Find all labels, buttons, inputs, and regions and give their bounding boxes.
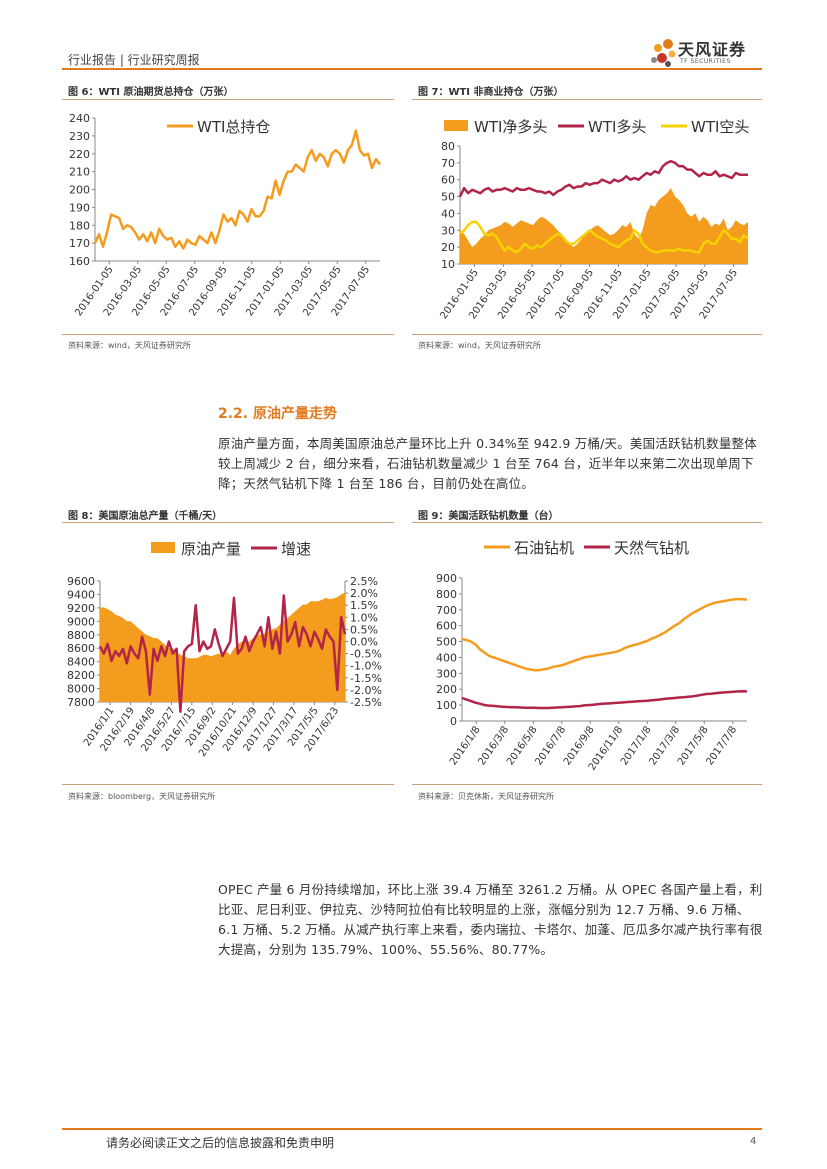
figure-6-bottom-rule: [62, 334, 394, 335]
section-title: 2.2. 原油产量走势: [218, 406, 337, 422]
y-tick-label: 230: [69, 130, 90, 143]
footer-disclaimer: 请务必阅读正文之后的信息披露和免责申明: [106, 1136, 335, 1150]
legend-swatch-0: [151, 542, 175, 553]
figure-8-chart: 7800800082008400860088009000920094009600…: [67, 540, 382, 759]
legend-label-1: WTI多头: [588, 118, 646, 136]
figure-9-rule: [412, 522, 762, 523]
figure-6-chart: 1601701801902002102202302402016-01-05201…: [69, 112, 382, 318]
legend-label-1: 天然气钻机: [614, 539, 689, 557]
y-tick-label: 8200: [67, 669, 95, 682]
y-tick-label: 190: [69, 201, 90, 214]
y-right-tick-label: 2.5%: [350, 575, 378, 588]
series-area-0: [460, 188, 748, 264]
report-header-label: 行业报告 | 行业研究周报: [68, 53, 200, 67]
y-tick-label: 9400: [67, 588, 95, 601]
y-tick-label: 170: [69, 237, 90, 250]
y-right-tick-label: -2.5%: [350, 696, 382, 709]
figure-6-rule: [62, 99, 394, 100]
figure-6-source: 资料来源：wind，天风证券研究所: [68, 341, 191, 350]
y-tick-label: 60: [441, 174, 455, 187]
series-line-0: [461, 597, 748, 672]
y-tick-label: 30: [441, 224, 455, 237]
figure-8-source: 资料来源：bloomberg，天风证券研究所: [68, 792, 216, 801]
y-tick-label: 8000: [67, 683, 95, 696]
y-right-tick-label: -2.0%: [350, 684, 382, 697]
figure-7-title: 图 7：WTI 非商业持仓（万张）: [418, 87, 564, 98]
y-right-tick-label: -1.5%: [350, 672, 382, 685]
figure-7-bottom-rule: [412, 334, 762, 335]
series-line-2: [459, 220, 749, 254]
y-tick-label: 160: [69, 255, 90, 268]
legend-label-0: 石油钻机: [514, 539, 574, 557]
y-tick-label: 8800: [67, 629, 95, 642]
y-tick-label: 100: [436, 699, 457, 712]
figure-8-bottom-rule: [62, 784, 394, 785]
y-tick-label: 210: [69, 166, 90, 179]
figure-9-chart: 01002003004005006007008009002016/1/82016…: [436, 539, 748, 773]
y-right-tick-label: 0.0%: [350, 636, 378, 649]
legend-label-2: WTI空头: [691, 118, 749, 136]
y-tick-label: 300: [436, 667, 457, 680]
legend-label-0: 原油产量: [181, 540, 241, 558]
figure-9-source: 资料来源：贝克休斯，天风证券研究所: [418, 792, 554, 801]
y-tick-label: 70: [441, 157, 455, 170]
y-tick-label: 7800: [67, 696, 95, 709]
y-tick-label: 900: [436, 572, 457, 585]
y-tick-label: 40: [441, 207, 455, 220]
y-right-tick-label: 0.5%: [350, 623, 378, 636]
y-tick-label: 80: [441, 140, 455, 153]
y-tick-label: 20: [441, 241, 455, 254]
y-right-tick-label: -1.0%: [350, 660, 382, 673]
y-right-tick-label: 2.0%: [350, 587, 378, 600]
footer-divider: [62, 1128, 762, 1130]
figure-7-rule: [412, 99, 762, 100]
y-tick-label: 8600: [67, 642, 95, 655]
y-tick-label: 8400: [67, 656, 95, 669]
figure-9-bottom-rule: [412, 784, 762, 785]
y-tick-label: 180: [69, 219, 90, 232]
y-tick-label: 9600: [67, 575, 95, 588]
logo-text-cn: 天风证券: [678, 40, 747, 59]
tf-securities-logo-icon: [651, 39, 676, 67]
y-tick-label: 500: [436, 636, 457, 649]
y-tick-label: 0: [450, 715, 457, 728]
y-tick-label: 240: [69, 112, 90, 125]
y-tick-label: 9200: [67, 602, 95, 615]
y-tick-label: 200: [69, 184, 90, 197]
y-tick-label: 700: [436, 604, 457, 617]
logo-text-en: TF SECURITIES: [680, 58, 731, 65]
y-right-tick-label: 1.0%: [350, 611, 378, 624]
legend-label-0: WTI总持仓: [197, 118, 270, 136]
page-number: 4: [750, 1136, 757, 1147]
series-line-1: [98, 594, 347, 713]
header-divider: [62, 68, 762, 70]
y-tick-label: 400: [436, 651, 457, 664]
y-tick-label: 50: [441, 191, 455, 204]
series-line-1: [458, 159, 748, 198]
series-area-0: [100, 592, 345, 702]
y-tick-label: 220: [69, 148, 90, 161]
legend-label-1: 增速: [281, 540, 311, 558]
figure-8-title: 图 8：美国原油总产量（千桶/天）: [68, 511, 223, 522]
paragraph-1: 原油产量方面，本周美国原油总产量环比上升 0.34%至 942.9 万桶/天。美…: [218, 436, 757, 491]
figure-6-title: 图 6：WTI 原油期货总持仓（万张）: [68, 87, 234, 98]
y-right-tick-label: 1.5%: [350, 599, 378, 612]
series-line-0: [93, 129, 382, 250]
legend-swatch-0: [444, 120, 468, 131]
y-tick-label: 600: [436, 620, 457, 633]
figure-9-title: 图 9：美国活跃钻机数量（台）: [418, 511, 559, 522]
legend-label-0: WTI净多头: [474, 118, 547, 136]
y-right-tick-label: -0.5%: [350, 648, 382, 661]
y-tick-label: 9000: [67, 615, 95, 628]
y-tick-label: 800: [436, 588, 457, 601]
figure-8-rule: [62, 522, 394, 523]
figure-7-source: 资料来源：wind，天风证券研究所: [418, 341, 541, 350]
paragraph-2: OPEC 产量 6 月份持续增加，环比上涨 39.4 万桶至 3261.2 万桶…: [218, 882, 763, 957]
y-tick-label: 200: [436, 683, 457, 696]
y-tick-label: 10: [441, 258, 455, 271]
series-line-1: [461, 690, 748, 710]
figure-7-chart: 10203040506070802016-01-052016-03-052016…: [439, 118, 750, 321]
